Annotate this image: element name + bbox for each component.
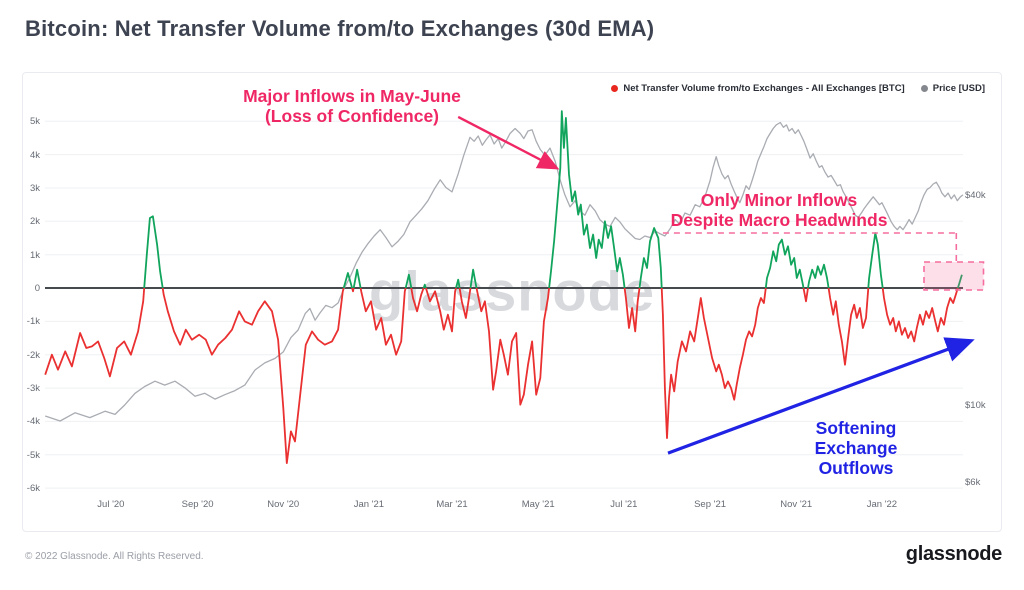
annotation-major-inflows: Major Inflows in May-June (Loss of Confi…: [243, 86, 461, 127]
x-axis-tick: Mar '21: [436, 499, 468, 510]
copyright-text: © 2022 Glassnode. All Rights Reserved.: [25, 551, 204, 562]
x-axis-tick: Jan '22: [866, 499, 898, 510]
legend-label-net-transfer: Net Transfer Volume from/to Exchanges - …: [623, 83, 905, 94]
page-title: Bitcoin: Net Transfer Volume from/to Exc…: [25, 16, 655, 41]
y-right-tick: $10k: [965, 400, 986, 411]
legend-label-price: Price [USD]: [932, 83, 985, 94]
y-left-tick: 0: [34, 283, 40, 294]
y-left-tick: 1k: [29, 249, 40, 261]
y-left-tick: 4k: [29, 149, 40, 161]
x-axis-tick: Sep '21: [694, 499, 727, 510]
x-axis-tick: Jan '21: [353, 499, 385, 510]
y-left-tick: -4k: [26, 416, 40, 428]
x-axis-tick: Jul '21: [610, 499, 638, 510]
legend-item-net-transfer[interactable]: Net Transfer Volume from/to Exchanges - …: [611, 83, 905, 94]
chart-legend: Net Transfer Volume from/to Exchanges - …: [611, 83, 985, 94]
legend-dot-price-icon: [920, 85, 928, 92]
annotation-softening-outflows: Softening Exchange Outflows: [814, 418, 898, 479]
y-left-tick: 3k: [29, 182, 40, 194]
y-left-tick: -1k: [26, 316, 40, 328]
y-left-tick: 5k: [29, 116, 40, 128]
legend-dot-net-transfer-icon: [611, 85, 619, 92]
x-axis-tick: Sep '20: [181, 499, 214, 510]
x-axis-tick: May '21: [521, 499, 555, 510]
y-left-tick: -5k: [26, 449, 40, 461]
y-left-tick: -6k: [26, 483, 40, 495]
x-axis-tick: Nov '20: [267, 499, 300, 510]
legend-item-price[interactable]: Price [USD]: [920, 83, 985, 94]
glassnode-logo: glassnode: [905, 543, 1003, 565]
y-right-tick: $40k: [965, 189, 986, 201]
glassnode-watermark: glassnode: [369, 259, 655, 323]
x-axis-tick: Nov '21: [780, 499, 813, 510]
y-left-tick: 2k: [29, 216, 40, 228]
y-right-tick: $6k: [965, 477, 981, 489]
annotation-minor-inflows: Only Minor Inflows Despite Macro Headwin…: [670, 190, 888, 231]
x-axis-tick: Jul '20: [97, 499, 125, 510]
y-left-tick: -3k: [26, 383, 40, 395]
y-left-tick: -2k: [26, 349, 40, 361]
